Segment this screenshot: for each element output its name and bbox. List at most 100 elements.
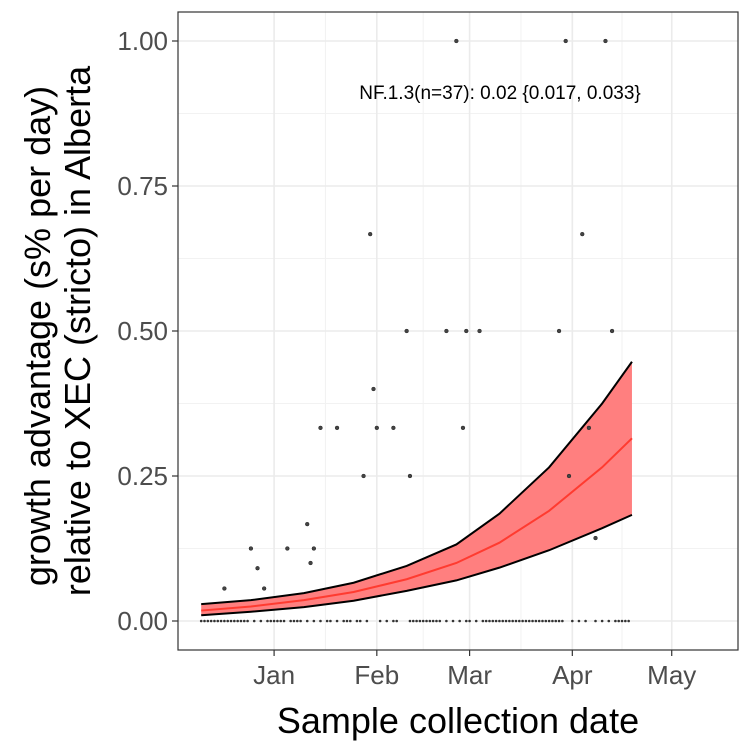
y-tick-label: 1.00 (117, 26, 168, 56)
data-point-zero (541, 619, 544, 623)
data-point-zero (498, 619, 501, 623)
data-point-zero (435, 619, 438, 623)
y-axis-title-line-2: relative to XEC (stricto) in Alberta (57, 65, 98, 596)
y-tick-label: 0.50 (117, 316, 168, 346)
data-point-zero (474, 619, 478, 623)
y-axis: 0.00 0.25 0.50 0.75 1.00 (117, 26, 178, 636)
data-point (361, 473, 366, 479)
data-point (407, 473, 413, 479)
annotation-label: NF.1.3(n=37): 0.02 {0.017, 0.033} (359, 83, 641, 104)
data-point-zero (534, 619, 538, 623)
data-point-zero (269, 619, 273, 623)
x-axis: Jan Feb Mar Apr May (253, 650, 696, 690)
data-point-zero (329, 619, 332, 623)
data-point-zero (282, 619, 286, 623)
data-point-zero (600, 619, 604, 623)
data-point-zero (488, 619, 491, 623)
y-tick-label: 0.00 (117, 606, 168, 636)
data-point-zero (445, 619, 448, 623)
data-point-zero (203, 619, 206, 623)
data-point-zero (415, 619, 418, 623)
data-point (464, 328, 469, 334)
data-point-zero (425, 619, 428, 623)
data-point-zero (279, 619, 283, 623)
data-point (318, 425, 323, 431)
x-tick-label: May (647, 660, 696, 690)
data-point (368, 231, 373, 237)
data-point-zero (206, 619, 210, 623)
data-point-zero (319, 619, 322, 623)
data-point-zero (524, 619, 528, 623)
data-point (586, 425, 592, 431)
data-point-zero (484, 619, 488, 623)
confidence-band-area (201, 361, 632, 616)
data-point-zero (312, 619, 316, 623)
data-point-zero (292, 619, 296, 623)
data-point-zero (607, 619, 611, 623)
data-point-zero (295, 619, 299, 623)
data-point-zero (521, 619, 524, 623)
data-point-zero (494, 619, 498, 623)
data-point-zero (365, 619, 369, 623)
y-tick-label: 0.25 (117, 461, 168, 491)
data-point-zero (342, 619, 345, 623)
data-point-zero (223, 619, 226, 623)
data-point-zero (531, 619, 534, 623)
data-point (563, 38, 568, 44)
x-tick-label: Apr (552, 660, 593, 690)
data-point-zero (577, 619, 581, 623)
x-tick-label: Jan (253, 660, 295, 690)
data-point (374, 425, 379, 431)
data-point (305, 521, 310, 527)
data-point-zero (431, 619, 435, 623)
data-point-zero (335, 619, 339, 623)
data-point-zero (239, 619, 243, 623)
data-point (255, 566, 260, 571)
data-point (566, 473, 572, 479)
data-point-zero (527, 619, 531, 623)
data-point (460, 425, 466, 431)
data-point-zero (514, 619, 518, 623)
data-point-zero (508, 619, 511, 623)
data-point (308, 560, 313, 566)
data-point-zero (418, 619, 422, 623)
data-point-zero (252, 619, 256, 623)
y-tick-label: 0.75 (117, 171, 168, 201)
x-tick-label: Mar (447, 660, 492, 690)
data-point-zero (276, 619, 279, 623)
y-axis-title: growth advantage (s% per day) relative t… (17, 65, 98, 596)
data-point-zero (305, 619, 309, 623)
data-point-zero (537, 619, 541, 623)
data-point-zero (411, 619, 415, 623)
upper-bound-line (201, 361, 633, 606)
y-axis-title-line-1: growth advantage (s% per day) (17, 86, 58, 586)
data-point (603, 38, 608, 44)
data-point-zero (378, 619, 382, 623)
data-point (285, 546, 290, 551)
data-point-zero (501, 619, 505, 623)
data-point-zero (325, 619, 329, 623)
data-point-zero (451, 619, 455, 623)
data-point-zero (349, 619, 352, 623)
data-point-zero (289, 619, 292, 623)
data-point-zero (464, 619, 468, 623)
data-point-zero (246, 619, 249, 623)
data-point-zero (345, 619, 349, 623)
data-point (404, 328, 409, 334)
data-point-zero (544, 619, 548, 623)
data-point-zero (614, 619, 617, 623)
data-point-zero (226, 619, 230, 623)
data-point (248, 546, 254, 551)
data-point-zero (624, 619, 627, 623)
data-point-zero (561, 619, 564, 623)
data-point-zero (504, 619, 508, 623)
data-point (334, 425, 340, 431)
data-point (556, 328, 562, 334)
data-point (371, 386, 376, 392)
data-point-zero (627, 619, 630, 623)
data-point-zero (392, 619, 395, 623)
data-point (454, 38, 459, 44)
data-point-zero (233, 619, 236, 623)
data-point (477, 328, 482, 334)
data-point (580, 231, 585, 237)
